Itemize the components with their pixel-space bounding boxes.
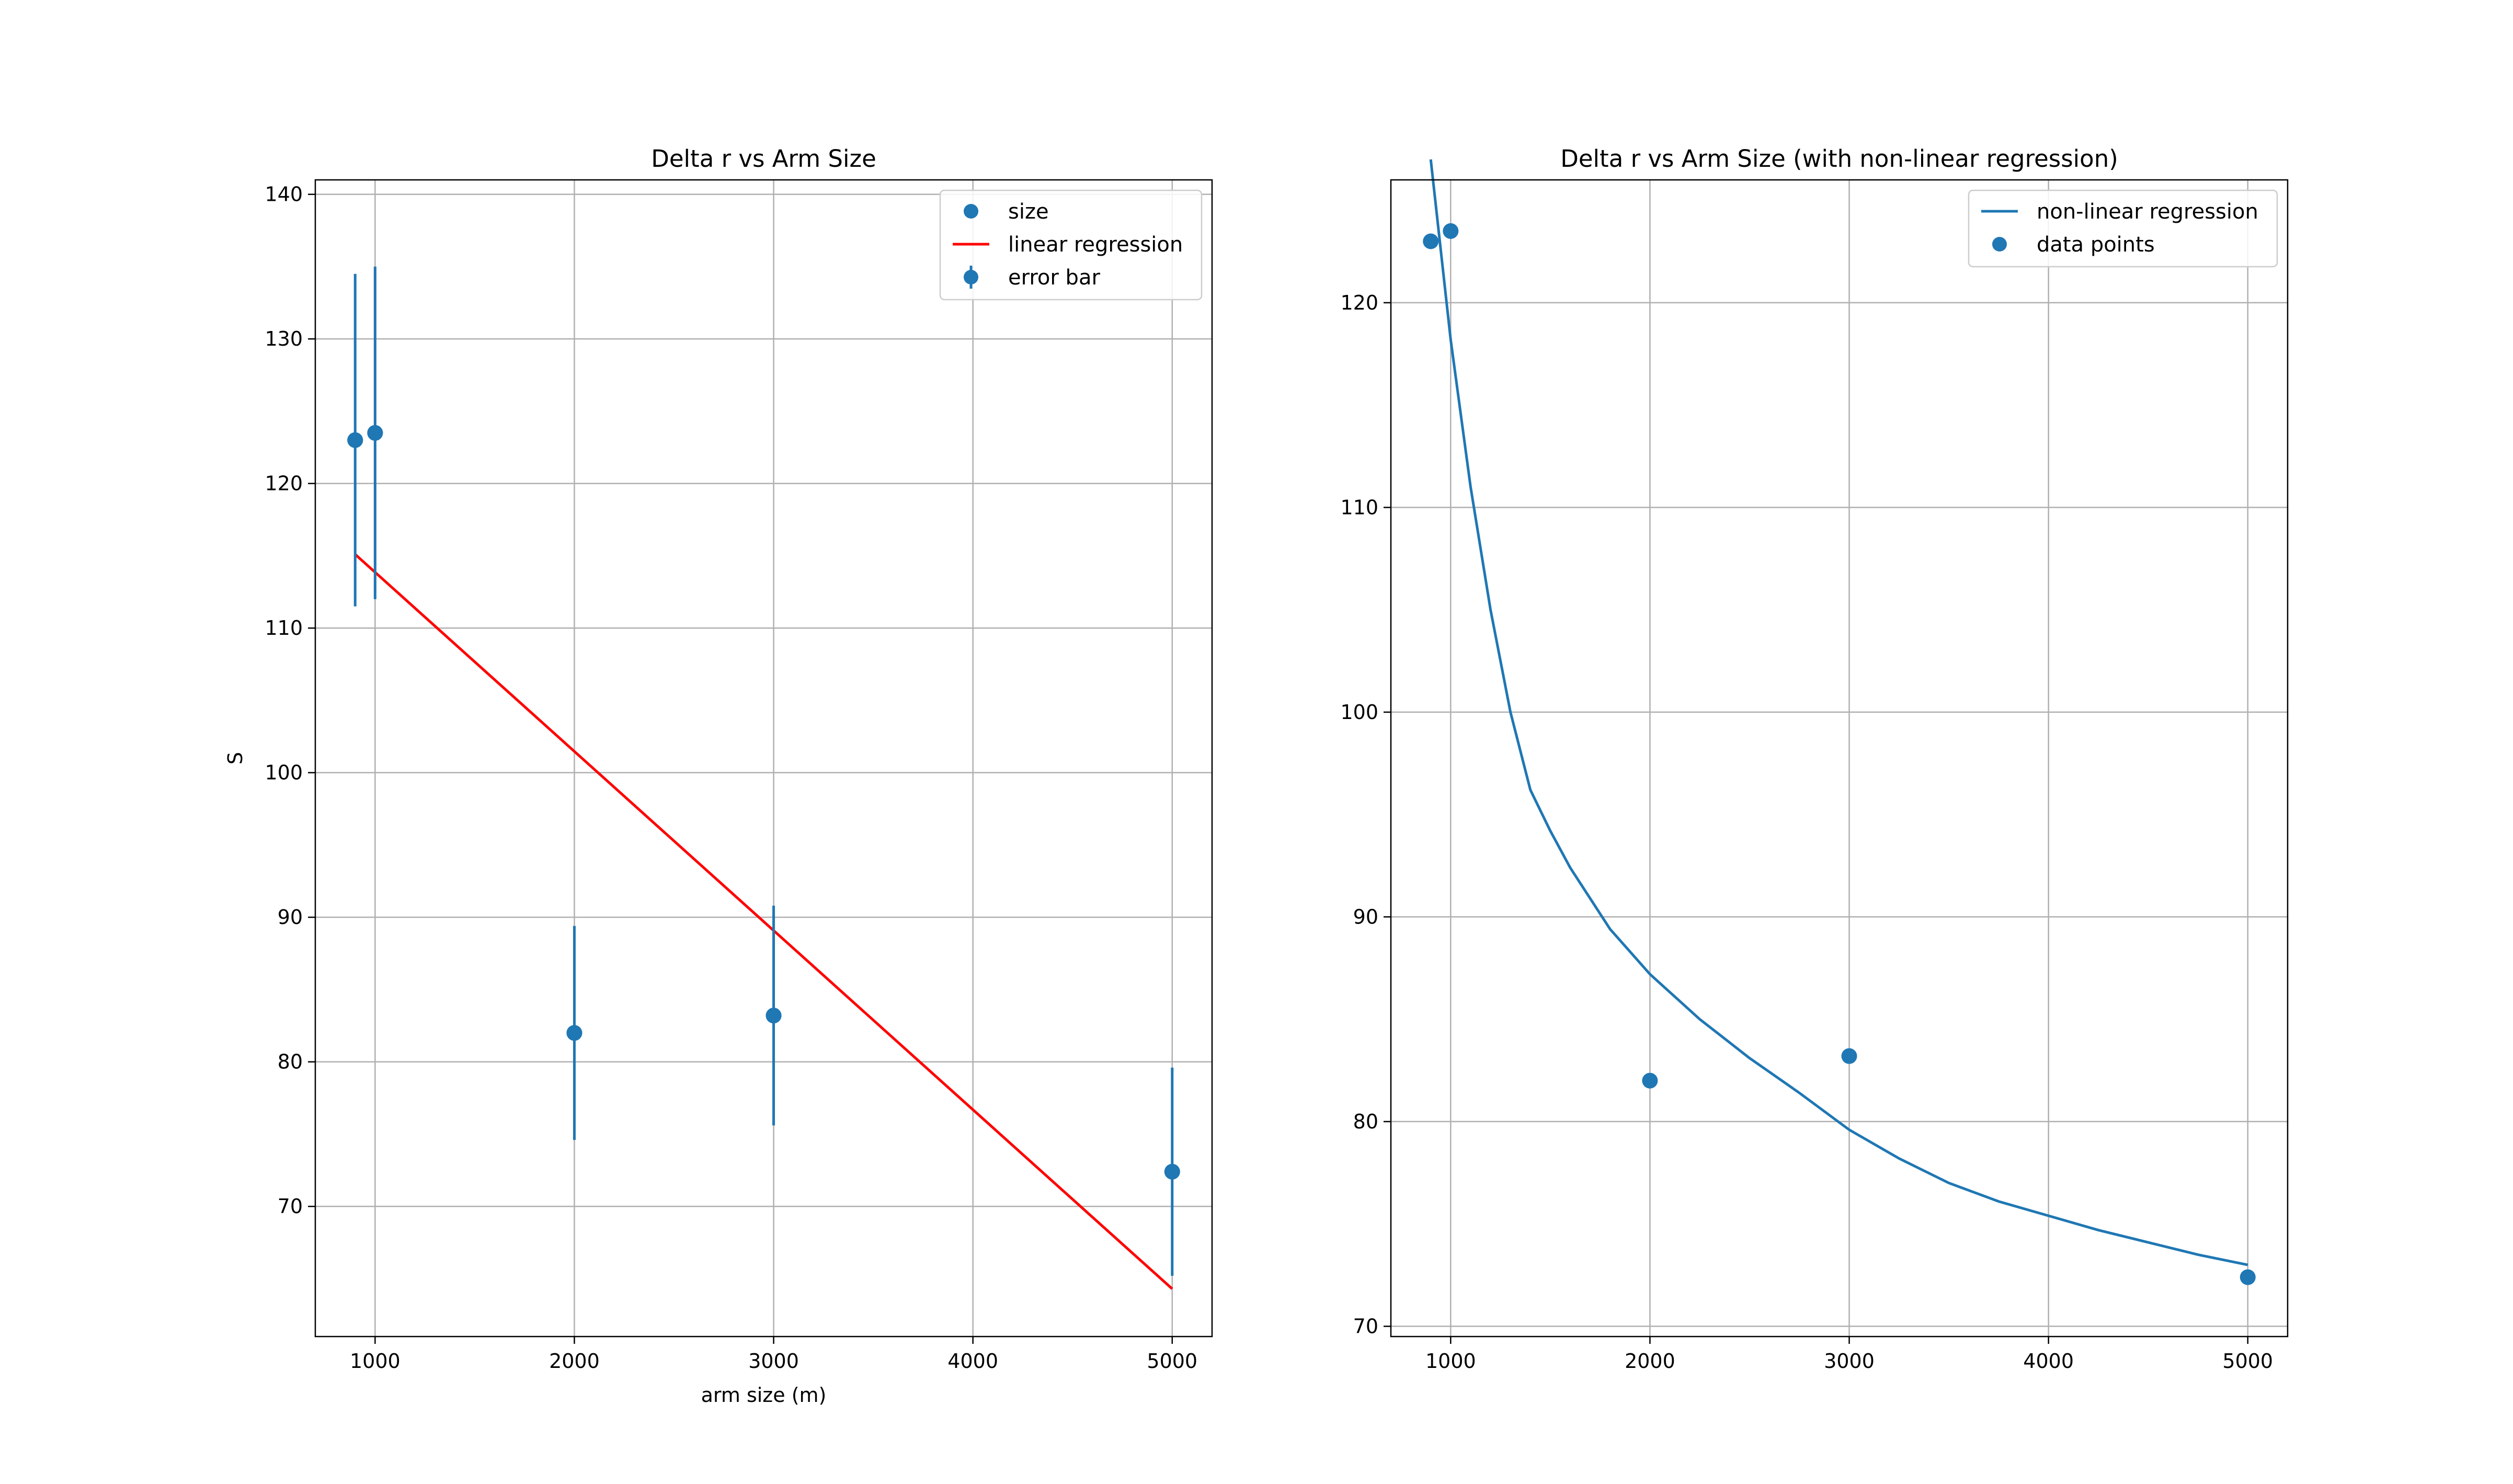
data-point — [347, 432, 363, 448]
y-tick-label: 80 — [1353, 1110, 1378, 1133]
plot-area — [347, 266, 1180, 1290]
x-tick-label: 2000 — [549, 1350, 600, 1373]
series-line — [354, 553, 1173, 1290]
data-point — [367, 425, 383, 441]
y-tick-label: 120 — [265, 472, 303, 495]
x-axis-label: arm size (m) — [701, 1384, 827, 1407]
legend-box — [1968, 189, 2278, 268]
data-point — [766, 1008, 782, 1024]
y-tick-label: 80 — [278, 1051, 303, 1074]
data-point — [2240, 1269, 2256, 1285]
y-tick-label: 110 — [1340, 496, 1378, 519]
plot-frame — [1390, 179, 2289, 1338]
legend-label: size — [1008, 200, 1049, 224]
data-point — [1423, 233, 1439, 249]
x-tick-label: 4000 — [947, 1350, 998, 1373]
plot-frame — [314, 179, 1213, 1338]
y-tick-label: 130 — [265, 327, 303, 350]
y-axis-label: S — [224, 752, 247, 764]
legend-marker-icon — [1992, 237, 2007, 252]
x-tick-label: 3000 — [1824, 1350, 1875, 1373]
legend-label: non-linear regression — [2037, 200, 2258, 224]
y-tick-label: 90 — [278, 906, 303, 929]
chart-title: Delta r vs Arm Size — [651, 145, 876, 173]
x-tick-label: 4000 — [2023, 1350, 2074, 1373]
legend-label: data points — [2037, 233, 2155, 257]
y-tick-label: 90 — [1353, 905, 1378, 928]
x-tick-label: 2000 — [1625, 1350, 1675, 1373]
y-tick-label: 110 — [265, 617, 303, 640]
y-tick-label: 100 — [265, 761, 303, 784]
chart-title: Delta r vs Arm Size (with non-linear reg… — [1560, 145, 2118, 173]
y-tick-label: 120 — [1340, 291, 1378, 314]
x-tick-label: 3000 — [748, 1350, 799, 1373]
legend: non-linear regression data points — [1968, 189, 2278, 268]
y-tick-label: 140 — [265, 183, 303, 206]
chart-linear: 1000 2000 3000 4000 5000 70 80 90 100 110 120 130 14… — [224, 145, 1213, 1407]
legend-marker-icon — [964, 204, 978, 219]
data-point — [1164, 1163, 1180, 1180]
chart-nonlinear: 1000 2000 3000 4000 5000 70 80 90 100 110 120 Delta… — [1340, 145, 2289, 1373]
x-tick-label: 1000 — [1425, 1350, 1476, 1373]
legend-label: linear regression — [1008, 233, 1183, 257]
y-tick-label: 70 — [278, 1195, 303, 1218]
data-point — [1443, 223, 1459, 239]
x-tick-label: 5000 — [1147, 1350, 1197, 1373]
x-tick-label: 5000 — [2222, 1350, 2273, 1373]
data-point — [1841, 1048, 1857, 1064]
x-tick-label: 1000 — [350, 1350, 401, 1373]
legend-label: error bar — [1008, 266, 1100, 290]
series-line — [1429, 159, 2248, 1266]
plot-area — [1423, 159, 2256, 1285]
y-tick-label: 70 — [1353, 1315, 1378, 1338]
data-point — [566, 1025, 582, 1041]
legend: size linear regression error bar — [939, 189, 1203, 301]
legend-marker-icon — [964, 270, 978, 284]
data-point — [1642, 1072, 1658, 1089]
legend-box — [939, 189, 1203, 301]
y-tick-label: 100 — [1340, 701, 1378, 724]
